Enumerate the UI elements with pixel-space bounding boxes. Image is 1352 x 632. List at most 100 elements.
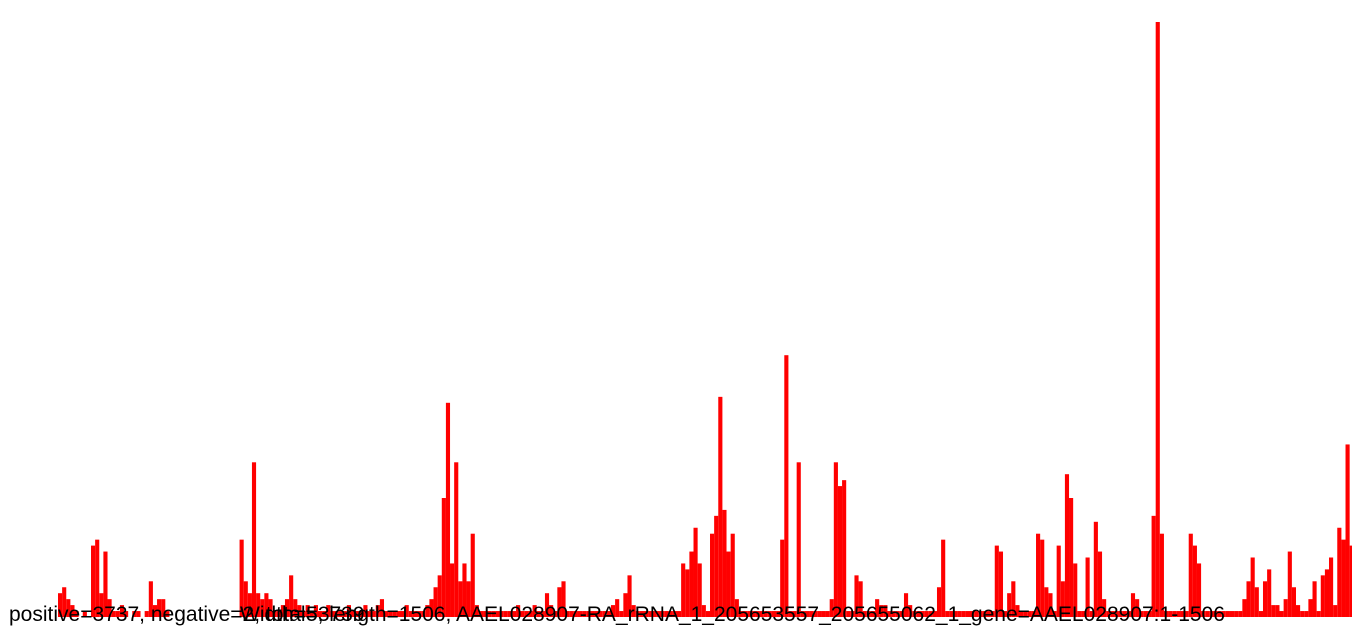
bar-165 — [738, 611, 744, 617]
bar-162 — [726, 551, 731, 617]
bar-187 — [829, 599, 834, 617]
bar-230 — [1007, 593, 1012, 617]
bar-61 — [309, 611, 314, 617]
bar-0 — [58, 593, 63, 617]
bar-135 — [615, 599, 620, 617]
bar-145 — [656, 611, 661, 617]
bar-236 — [1031, 611, 1037, 617]
bar-201 — [887, 611, 892, 617]
bar-95 — [450, 563, 455, 617]
bar-163 — [730, 533, 735, 617]
bar-22 — [148, 581, 153, 617]
bar-65 — [326, 605, 331, 617]
bar-1 — [62, 587, 67, 617]
bar-55 — [284, 599, 290, 617]
bar-138 — [627, 575, 632, 617]
bar-75 — [367, 611, 372, 617]
bar-224 — [982, 611, 987, 617]
bar-227 — [994, 545, 999, 617]
bar-272 — [1180, 611, 1185, 617]
bar-287 — [1242, 599, 1247, 617]
bar-276 — [1196, 563, 1202, 617]
bar-291 — [1258, 611, 1263, 617]
bar-175 — [780, 539, 785, 617]
bar-206 — [908, 605, 913, 617]
bar-169 — [755, 611, 760, 617]
bar-282 — [1221, 611, 1226, 617]
bar-212 — [932, 611, 937, 617]
bar-288 — [1246, 581, 1251, 617]
bar-278 — [1205, 611, 1210, 617]
bar-99 — [466, 581, 471, 617]
bar-211 — [928, 611, 933, 617]
bar-101 — [474, 605, 479, 617]
bar-77 — [375, 605, 380, 617]
bar-92 — [437, 575, 442, 617]
bar-26 — [165, 611, 170, 617]
bar-265 — [1151, 515, 1156, 617]
bar-47 — [251, 462, 257, 617]
bar-173 — [771, 611, 777, 617]
bar-239 — [1044, 587, 1049, 617]
bar-69 — [342, 611, 347, 617]
bar-89 — [425, 605, 430, 617]
bar-57 — [293, 599, 298, 617]
bar-214 — [941, 539, 946, 617]
bar-240 — [1048, 593, 1053, 617]
bar-87 — [417, 611, 422, 617]
bar-261 — [1135, 599, 1140, 617]
bar-80 — [388, 611, 393, 617]
bar-143 — [648, 611, 653, 617]
bar-151 — [681, 563, 686, 617]
bar-102 — [478, 611, 484, 617]
bar-283 — [1225, 611, 1230, 617]
bar-302 — [1304, 611, 1309, 617]
bar-194 — [858, 581, 863, 617]
bar-91 — [433, 587, 438, 617]
bar-136 — [619, 611, 624, 617]
bar-257 — [1118, 611, 1123, 617]
bar-172 — [767, 611, 772, 617]
bar-249 — [1085, 557, 1090, 617]
bar-313 — [1349, 545, 1352, 617]
bar-44 — [239, 539, 244, 617]
bar-218 — [957, 611, 962, 617]
bar-84 — [404, 605, 409, 617]
bar-259 — [1126, 611, 1131, 617]
bar-258 — [1122, 611, 1127, 617]
bar-126 — [577, 611, 583, 617]
bar-6 — [82, 611, 87, 617]
bar-183 — [813, 611, 818, 617]
bar-204 — [899, 611, 904, 617]
bars-group — [58, 22, 1352, 617]
bar-304 — [1312, 581, 1317, 617]
footer-label-region: Width=5, length=1506, AAEL028907-RA_rRNA… — [240, 603, 1225, 626]
bar-171 — [763, 611, 768, 617]
bar-157 — [705, 611, 711, 617]
bar-85 — [408, 611, 413, 617]
bar-196 — [866, 611, 871, 617]
bar-219 — [961, 611, 966, 617]
bar-86 — [412, 611, 418, 617]
bar-152 — [685, 569, 690, 617]
bar-253 — [1102, 599, 1107, 617]
bar-223 — [978, 611, 983, 617]
bar-216 — [949, 611, 954, 617]
bar-62 — [313, 605, 318, 617]
bar-248 — [1081, 611, 1086, 617]
bar-124 — [569, 611, 574, 617]
bar-100 — [470, 533, 475, 617]
bar-217 — [953, 611, 958, 617]
bar-123 — [565, 611, 570, 617]
bar-167 — [747, 611, 752, 617]
bar-180 — [800, 611, 805, 617]
bar-164 — [734, 599, 739, 617]
bar-220 — [965, 611, 970, 617]
bar-184 — [817, 611, 822, 617]
bar-127 — [582, 611, 587, 617]
bar-3 — [70, 605, 75, 617]
bar-290 — [1254, 587, 1259, 617]
bar-2 — [66, 599, 71, 617]
bar-97 — [458, 581, 463, 617]
bar-238 — [1040, 539, 1045, 617]
